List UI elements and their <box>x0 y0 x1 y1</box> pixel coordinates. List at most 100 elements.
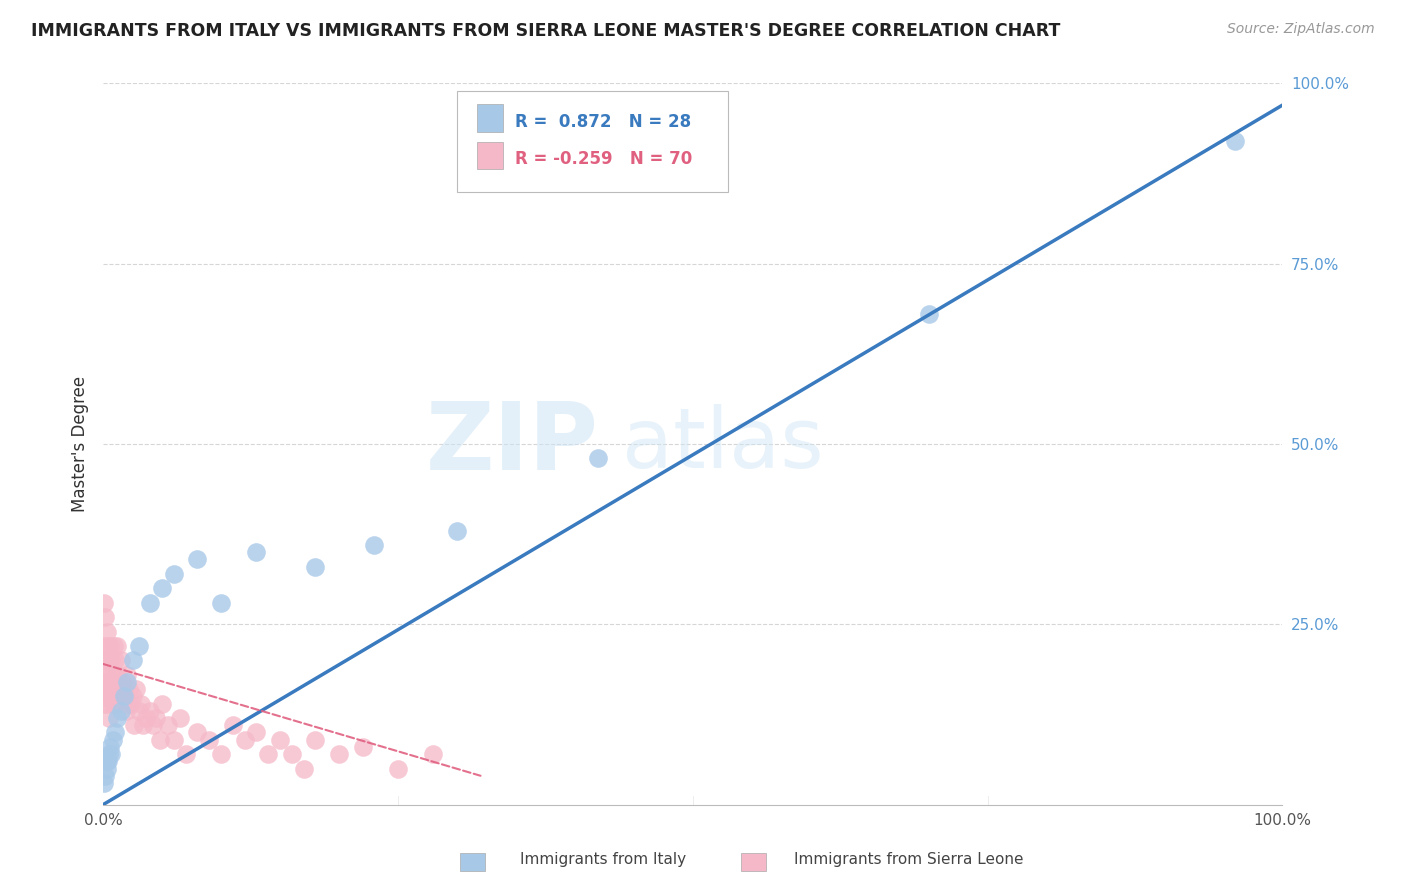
Point <box>96 755 118 769</box>
Point <box>100 747 122 761</box>
Point <box>918 307 941 321</box>
Point <box>128 704 150 718</box>
Point <box>98 747 121 761</box>
Point <box>118 682 141 697</box>
Point <box>97 755 120 769</box>
Point <box>281 747 304 761</box>
Point <box>132 718 155 732</box>
Point <box>122 718 145 732</box>
Point <box>100 690 122 704</box>
Point <box>94 769 117 783</box>
Point <box>169 711 191 725</box>
Point <box>120 697 142 711</box>
Point <box>387 762 409 776</box>
Point <box>198 732 221 747</box>
Point <box>145 711 167 725</box>
Point <box>112 682 135 697</box>
Point <box>125 682 148 697</box>
Point <box>110 653 132 667</box>
Point <box>104 725 127 739</box>
Point <box>115 667 138 681</box>
Point <box>94 653 117 667</box>
Point <box>257 747 280 761</box>
Text: Immigrants from Sierra Leone: Immigrants from Sierra Leone <box>794 852 1024 867</box>
FancyBboxPatch shape <box>457 91 728 192</box>
Point <box>163 732 186 747</box>
Text: R =  0.872   N = 28: R = 0.872 N = 28 <box>515 112 690 130</box>
Point <box>139 704 162 718</box>
Point <box>292 762 315 776</box>
Point <box>115 675 138 690</box>
Point <box>105 639 128 653</box>
Point <box>186 725 208 739</box>
Point <box>104 697 127 711</box>
Point <box>98 739 121 754</box>
Point <box>446 524 468 538</box>
Point <box>96 697 118 711</box>
Point <box>94 697 117 711</box>
Point <box>304 732 326 747</box>
Point <box>105 667 128 681</box>
Point <box>97 639 120 653</box>
Point <box>103 682 125 697</box>
Point <box>110 704 132 718</box>
Point <box>128 639 150 653</box>
Point <box>269 732 291 747</box>
Point <box>96 660 118 674</box>
Point <box>1225 134 1247 148</box>
Text: IMMIGRANTS FROM ITALY VS IMMIGRANTS FROM SIERRA LEONE MASTER'S DEGREE CORRELATIO: IMMIGRANTS FROM ITALY VS IMMIGRANTS FROM… <box>31 22 1060 40</box>
Point <box>101 667 124 681</box>
Text: ZIP: ZIP <box>426 398 599 490</box>
Point <box>135 711 157 725</box>
Point <box>97 682 120 697</box>
Point <box>93 690 115 704</box>
Point <box>150 697 173 711</box>
Text: atlas: atlas <box>621 403 824 484</box>
Point <box>96 762 118 776</box>
Text: Source: ZipAtlas.com: Source: ZipAtlas.com <box>1227 22 1375 37</box>
Point <box>117 697 139 711</box>
Point <box>98 653 121 667</box>
Point <box>588 451 610 466</box>
Point <box>209 596 232 610</box>
Point <box>98 639 121 653</box>
Point <box>121 690 143 704</box>
Point <box>422 747 444 761</box>
Point <box>142 718 165 732</box>
Bar <box>477 104 503 132</box>
Point <box>111 675 134 690</box>
Point <box>108 682 131 697</box>
Text: Immigrants from Italy: Immigrants from Italy <box>520 852 686 867</box>
Point <box>94 610 117 624</box>
Point <box>93 667 115 681</box>
Point <box>101 732 124 747</box>
Point <box>186 552 208 566</box>
Point <box>363 538 385 552</box>
Point <box>328 747 350 761</box>
Point <box>93 639 115 653</box>
Point <box>112 690 135 704</box>
Point <box>93 596 115 610</box>
Point <box>98 675 121 690</box>
Point <box>96 624 118 639</box>
Point <box>107 667 129 681</box>
Point <box>163 566 186 581</box>
Point <box>304 559 326 574</box>
Point <box>150 581 173 595</box>
Point <box>129 697 152 711</box>
Point <box>149 732 172 747</box>
Bar <box>477 142 503 169</box>
Point <box>100 653 122 667</box>
Point <box>103 639 125 653</box>
Point <box>156 718 179 732</box>
Point <box>209 747 232 761</box>
Point <box>222 718 245 732</box>
Point <box>98 682 121 697</box>
Text: R = -0.259   N = 70: R = -0.259 N = 70 <box>515 150 692 169</box>
Point <box>245 725 267 739</box>
Point <box>233 732 256 747</box>
Point <box>94 675 117 690</box>
Point <box>352 739 374 754</box>
Point <box>105 711 128 725</box>
Point <box>104 653 127 667</box>
